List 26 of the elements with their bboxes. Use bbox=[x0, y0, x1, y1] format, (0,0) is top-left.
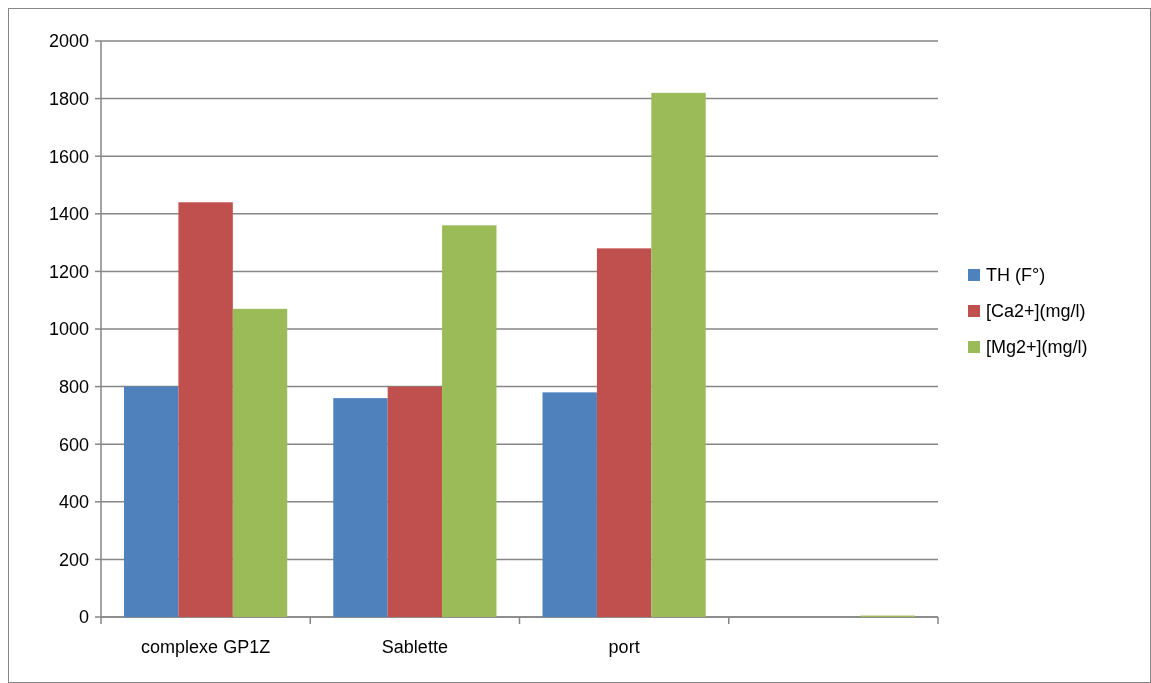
y-tick-label: 800 bbox=[58, 376, 89, 397]
bar bbox=[651, 92, 706, 617]
y-tick-label: 200 bbox=[58, 549, 89, 570]
y-tick-label: 600 bbox=[58, 434, 89, 455]
y-tick-label: 1200 bbox=[48, 261, 89, 282]
bar bbox=[178, 202, 233, 617]
y-tick-label: 1400 bbox=[48, 204, 89, 225]
y-tick-label: 1800 bbox=[48, 88, 89, 109]
bar bbox=[333, 398, 388, 617]
y-tick-label: 2000 bbox=[48, 31, 89, 52]
bar bbox=[387, 386, 443, 617]
x-tick-label: Sablette bbox=[381, 637, 448, 657]
bar bbox=[542, 392, 597, 617]
legend-label: [Mg2+](mg/l) bbox=[986, 337, 1088, 358]
bar bbox=[232, 308, 288, 617]
x-tick-label: complexe GP1Z bbox=[141, 637, 271, 657]
legend-label: TH (F°) bbox=[986, 265, 1046, 286]
legend-label: [Ca2+](mg/l) bbox=[986, 301, 1086, 322]
bar bbox=[442, 225, 497, 617]
y-tick-label: 1000 bbox=[48, 319, 89, 340]
y-tick-label: 1600 bbox=[48, 146, 89, 167]
bar bbox=[596, 248, 652, 617]
x-tick-label: port bbox=[608, 637, 640, 657]
y-tick-label: 400 bbox=[58, 492, 89, 513]
bar bbox=[124, 386, 179, 617]
y-tick-label: 0 bbox=[78, 607, 89, 628]
